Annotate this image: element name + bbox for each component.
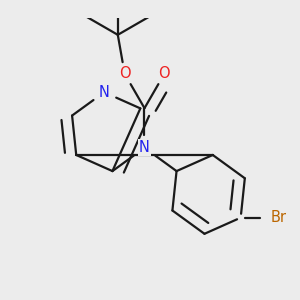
Text: O: O xyxy=(119,66,130,81)
Text: Br: Br xyxy=(270,210,286,225)
Text: N: N xyxy=(99,85,110,100)
Text: N: N xyxy=(139,140,150,155)
Text: O: O xyxy=(158,66,170,81)
